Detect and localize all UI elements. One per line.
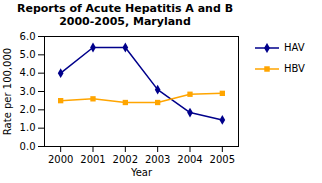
svg-text:2005: 2005	[210, 154, 235, 165]
svg-text:2001: 2001	[80, 154, 105, 165]
svg-text:2.0: 2.0	[20, 104, 36, 115]
svg-text:0.0: 0.0	[20, 141, 36, 152]
svg-text:3.0: 3.0	[20, 86, 36, 97]
svg-text:1.0: 1.0	[20, 122, 36, 133]
svg-text:Year: Year	[130, 167, 153, 178]
html-text:HAV: HAV	[284, 42, 305, 53]
svg-text:2000: 2000	[48, 154, 73, 165]
svg-text:2004: 2004	[177, 154, 202, 165]
svg-text:5.0: 5.0	[20, 49, 36, 60]
html-text:HBV: HBV	[284, 63, 305, 74]
svg-text:6.0: 6.0	[20, 31, 36, 42]
html-text:Reports of Acute Hepatitis A a: Reports of Acute Hepatitis A and B 2000-…	[17, 2, 233, 28]
svg-text:2002: 2002	[113, 154, 138, 165]
svg-text:4.0: 4.0	[20, 67, 36, 78]
svg-text:2003: 2003	[145, 154, 170, 165]
svg-text:Rate per 100,000: Rate per 100,000	[2, 48, 13, 135]
